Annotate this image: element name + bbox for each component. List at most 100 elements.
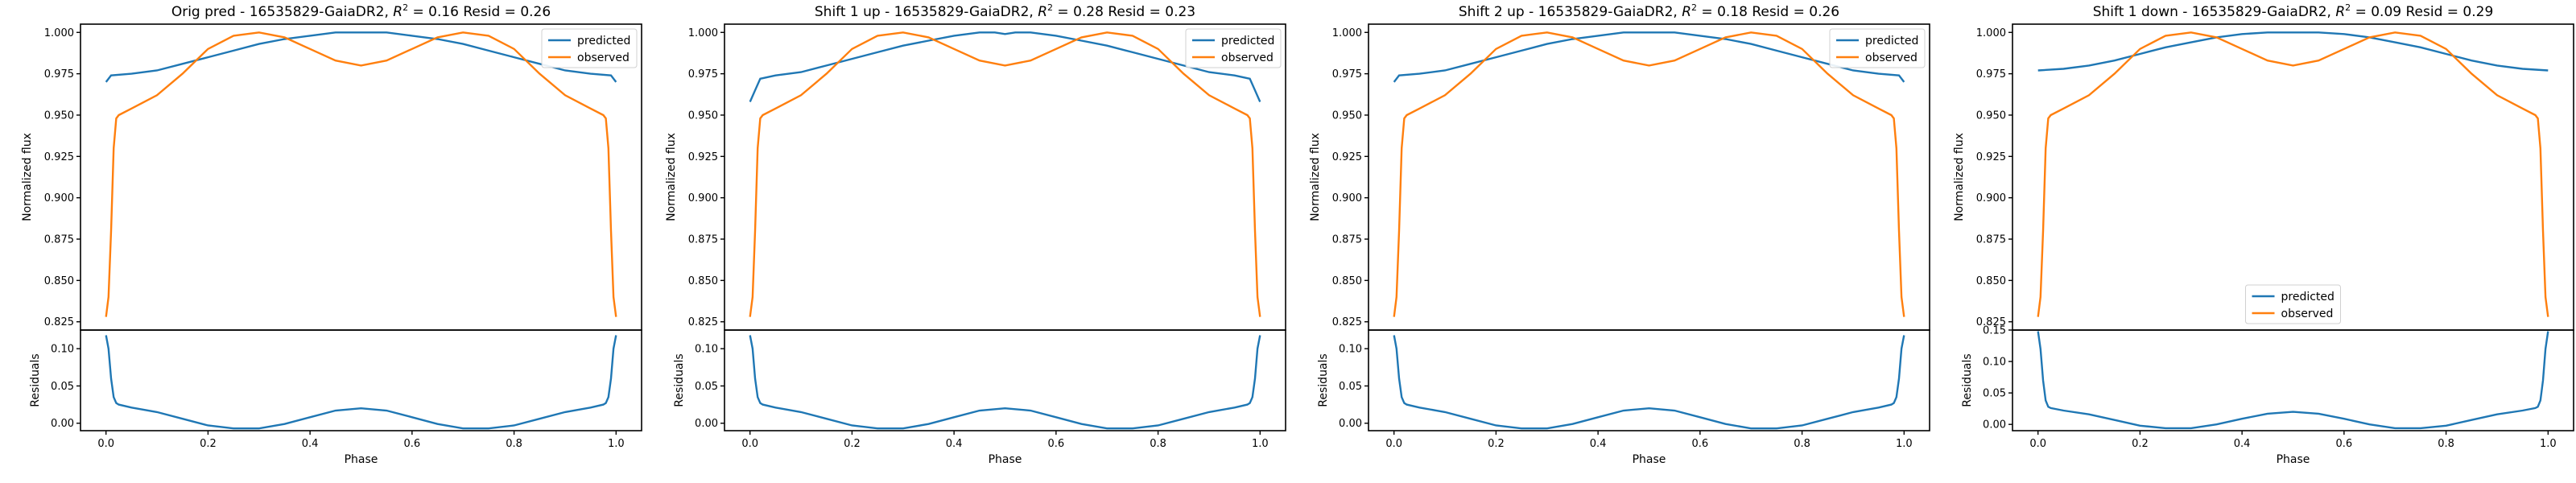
title-r-exponent: 2: [2345, 2, 2351, 13]
series-observed-line: [105, 31, 617, 317]
title-suffix: = 0.28 Resid = 0.23: [1053, 4, 1195, 20]
y-tick-label: 0.850: [688, 275, 718, 287]
panel-title: Orig pred - 16535829-GaiaDR2, R2 = 0.16 …: [171, 2, 551, 20]
residual-y-axis-label: Residuals: [1961, 353, 1974, 407]
series-observed-line: [1393, 31, 1905, 317]
legend-label-predicted: predicted: [2281, 291, 2334, 303]
x-tick-label: 0.2: [1488, 438, 1505, 450]
top-axes-frame: [1368, 23, 1930, 331]
x-tick-label: 0.8: [1150, 438, 1166, 450]
panel-title: Shift 1 down - 16535829-GaiaDR2, R2 = 0.…: [2093, 2, 2494, 20]
x-tick-label: 0.2: [200, 438, 217, 450]
y-tick-label: 0.875: [1332, 234, 1362, 246]
y-axis-label: Normalized flux: [1309, 133, 1322, 221]
residuals-line: [105, 335, 617, 430]
x-tick-label: 0.8: [1794, 438, 1810, 450]
y-tick-label: 1.000: [44, 27, 74, 39]
panel-4: Shift 1 down - 16535829-GaiaDR2, R2 = 0.…: [1953, 2, 2574, 466]
x-tick-label: 1.0: [1896, 438, 1913, 450]
x-tick-label: 0.6: [404, 438, 421, 450]
title-r-exponent: 2: [1047, 2, 1053, 13]
legend-label-predicted: predicted: [1221, 35, 1274, 47]
x-tick-label: 0.8: [506, 438, 522, 450]
legend: predicted observed: [2245, 284, 2341, 324]
residuals-line: [2037, 331, 2549, 430]
y-tick-label: 0.825: [688, 316, 718, 328]
top-axes-frame: [80, 23, 642, 331]
legend: predicted observed: [1829, 28, 1926, 68]
y-tick-label: 0.925: [44, 151, 74, 163]
x-tick-label: 1.0: [1252, 438, 1269, 450]
y-tick-label: 0.975: [688, 68, 718, 80]
y-tick-label: 0.950: [688, 109, 718, 122]
residual-y-tick-label: 0.05: [1983, 388, 2006, 400]
residual-axes-frame: [1368, 329, 1930, 431]
panel-3: Shift 2 up - 16535829-GaiaDR2, R2 = 0.18…: [1309, 2, 1930, 466]
title-prefix: Shift 1 up - 16535829-GaiaDR2,: [815, 4, 1038, 20]
title-r-symbol: R: [1682, 4, 1691, 20]
residual-axes-frame: [724, 329, 1286, 431]
title-prefix: Shift 2 up - 16535829-GaiaDR2,: [1459, 4, 1682, 20]
x-tick-label: 0.6: [2336, 438, 2353, 450]
y-tick-label: 1.000: [688, 27, 718, 39]
title-r-symbol: R: [1038, 4, 1047, 20]
legend-label-predicted: predicted: [577, 35, 630, 47]
legend: predicted observed: [1185, 28, 1282, 68]
residual-y-tick-label: 0.05: [51, 381, 74, 393]
x-axis-label: Phase: [2277, 453, 2310, 466]
y-axis-label: Normalized flux: [665, 133, 678, 221]
y-tick-label: 0.975: [44, 68, 74, 80]
legend-label-observed: observed: [1865, 52, 1918, 64]
x-tick-label: 0.6: [1692, 438, 1709, 450]
x-tick-label: 0.0: [741, 438, 758, 450]
series-observed-line: [749, 31, 1261, 317]
y-tick-label: 0.900: [44, 192, 74, 204]
y-tick-label: 0.975: [1976, 68, 2006, 80]
y-tick-label: 0.925: [1332, 151, 1362, 163]
top-axes-frame: [2012, 23, 2574, 331]
series-observed-line: [2037, 31, 2549, 317]
residual-y-tick-label: 0.10: [695, 344, 718, 356]
residual-y-tick-label: 0.15: [1983, 325, 2006, 337]
legend-label-observed: observed: [1221, 52, 1274, 64]
x-tick-label: 0.2: [844, 438, 861, 450]
series-predicted-line: [749, 31, 1261, 102]
title-suffix: = 0.16 Resid = 0.26: [408, 4, 551, 20]
x-tick-label: 0.0: [1385, 438, 1402, 450]
residual-y-tick-label: 0.10: [1339, 344, 1362, 356]
y-tick-label: 0.875: [688, 234, 718, 246]
residual-y-axis-label: Residuals: [29, 353, 42, 407]
y-tick-label: 0.850: [1976, 275, 2006, 287]
x-tick-label: 1.0: [608, 438, 625, 450]
residual-y-tick-label: 0.10: [1983, 357, 2006, 369]
y-tick-label: 0.850: [1332, 275, 1362, 287]
residual-axes-frame: [2012, 329, 2574, 431]
y-tick-label: 0.825: [1332, 316, 1362, 328]
panel-1: Orig pred - 16535829-GaiaDR2, R2 = 0.16 …: [21, 2, 642, 466]
title-prefix: Orig pred - 16535829-GaiaDR2,: [171, 4, 393, 20]
x-tick-label: 0.4: [1590, 438, 1607, 450]
y-tick-label: 0.850: [44, 275, 74, 287]
residual-axes-frame: [80, 329, 642, 431]
y-tick-label: 1.000: [1332, 27, 1362, 39]
y-tick-label: 0.825: [44, 316, 74, 328]
y-tick-label: 0.875: [44, 234, 74, 246]
y-tick-label: 1.000: [1976, 27, 2006, 39]
title-r-exponent: 2: [402, 2, 408, 13]
y-tick-label: 0.900: [688, 192, 718, 204]
panel-2: Shift 1 up - 16535829-GaiaDR2, R2 = 0.28…: [665, 2, 1286, 466]
title-r-symbol: R: [2335, 4, 2345, 20]
residual-y-tick-label: 0.00: [1339, 418, 1362, 430]
x-tick-label: 0.0: [97, 438, 114, 450]
panel-title: Shift 1 up - 16535829-GaiaDR2, R2 = 0.28…: [815, 2, 1195, 20]
residual-y-tick-label: 0.00: [695, 418, 718, 430]
residual-y-tick-label: 0.00: [1983, 419, 2006, 431]
residual-y-tick-label: 0.05: [695, 381, 718, 393]
title-r-symbol: R: [393, 4, 402, 20]
y-tick-label: 0.950: [44, 109, 74, 122]
x-axis-label: Phase: [345, 453, 378, 466]
y-tick-label: 0.925: [688, 151, 718, 163]
y-tick-label: 0.975: [1332, 68, 1362, 80]
residual-y-tick-label: 0.00: [51, 418, 74, 430]
